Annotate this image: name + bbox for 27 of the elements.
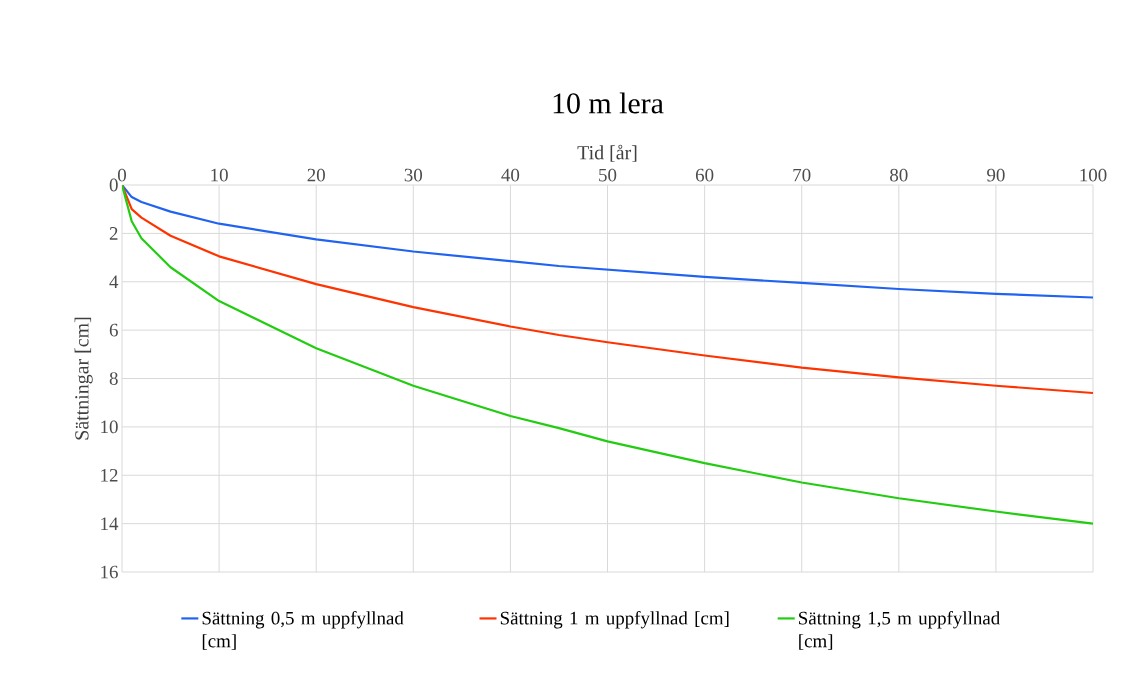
y-tick-label: 4 — [109, 275, 119, 288]
line-series — [122, 185, 1094, 395]
x-tick-label: 10 — [211, 168, 228, 182]
legend-label: Sättning 1,5 m uppfyllnad [cm] — [799, 611, 1000, 650]
legend-label: Sättning 1 m uppfyllnad [cm] — [500, 611, 729, 629]
x-tick-label: 20 — [307, 168, 325, 182]
x-tick-label: 60 — [695, 168, 714, 182]
x-axis-title: Tid [år] — [577, 144, 637, 162]
y-axis-title: Sättningar [cm] — [74, 317, 93, 440]
x-tick-label: 50 — [599, 168, 617, 182]
y-tick-label: 0 — [109, 178, 118, 192]
x-tick-label: 40 — [501, 168, 520, 182]
y-tick-label: 6 — [109, 323, 118, 337]
y-tick-label: 2 — [109, 227, 118, 240]
x-tick-label: 80 — [890, 168, 908, 182]
x-tick-label: 70 — [793, 168, 811, 182]
y-tick-label: 8 — [109, 372, 118, 385]
y-tick-label: 16 — [101, 565, 118, 579]
x-tick-label: 100 — [1080, 168, 1107, 182]
y-tick-label: 10 — [101, 420, 118, 434]
x-tick-label: 30 — [404, 168, 423, 182]
line-series — [122, 185, 1094, 525]
y-tick-label: 14 — [101, 517, 119, 530]
chart-title: 10 m lera — [553, 92, 664, 114]
legend-label: Sättning 0,5 m uppfyllnad [cm] — [202, 611, 404, 650]
y-tick-label: 12 — [101, 468, 118, 482]
x-tick-label: 90 — [987, 168, 1005, 182]
